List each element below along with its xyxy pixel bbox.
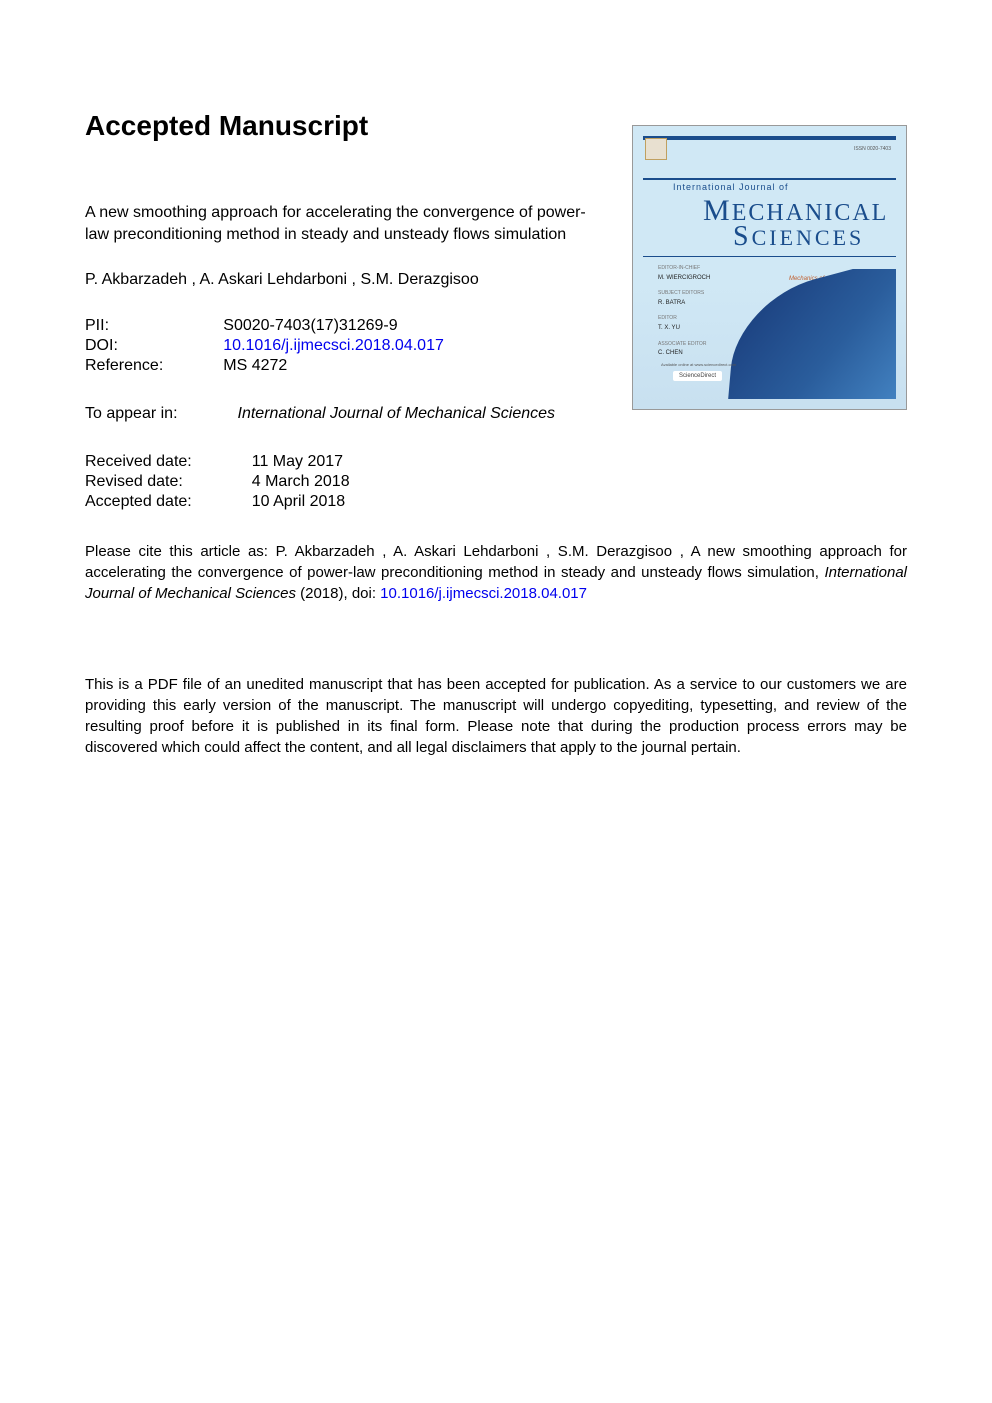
reference-label: Reference: <box>85 357 223 377</box>
cover-divider-1 <box>643 178 896 180</box>
citation-year: (2018), doi: <box>296 585 380 602</box>
metadata-block-3: Received date: 11 May 2017 Revised date:… <box>85 453 350 513</box>
elsevier-logo-icon <box>645 138 667 160</box>
journal-cover-thumbnail: ISSN 0020-7403 International Journal of … <box>632 125 907 410</box>
citation-prefix: Please cite this article as: P. Akbarzad… <box>85 543 907 581</box>
accepted-date-label: Accepted date: <box>85 493 252 513</box>
cover-issn: ISSN 0020-7403 <box>854 146 891 152</box>
citation-doi-link[interactable]: 10.1016/j.ijmecsci.2018.04.017 <box>380 585 587 602</box>
metadata-block-2: To appear in: International Journal of M… <box>85 405 555 425</box>
doi-label: DOI: <box>85 337 223 357</box>
disclaimer-text: This is a PDF file of an unedited manusc… <box>85 674 907 758</box>
cover-international-journal-of: International Journal of <box>673 182 789 192</box>
cover-ciences: CIENCES <box>752 225 865 250</box>
revised-date-label: Revised date: <box>85 473 252 493</box>
received-date-value: 11 May 2017 <box>252 453 350 473</box>
citation-text: Please cite this article as: P. Akbarzad… <box>85 541 907 604</box>
cover-available-online: Available online at www.sciencedirect.co… <box>661 362 736 367</box>
article-title: A new smoothing approach for acceleratin… <box>85 202 605 247</box>
cover-sciences: SCIENCES <box>733 221 864 253</box>
pii-label: PII: <box>85 317 223 337</box>
to-appear-label: To appear in: <box>85 405 238 425</box>
cover-s-letter: S <box>733 221 752 252</box>
sciencedirect-badge: ScienceDirect <box>673 371 722 381</box>
doi-link[interactable]: 10.1016/j.ijmecsci.2018.04.017 <box>223 337 444 357</box>
cover-m-letter: M <box>703 194 732 227</box>
metadata-block-1: PII: S0020-7403(17)31269-9 DOI: 10.1016/… <box>85 317 444 377</box>
received-date-label: Received date: <box>85 453 252 473</box>
swoosh-shape <box>722 269 896 399</box>
accepted-date-value: 10 April 2018 <box>252 493 350 513</box>
to-appear-value: International Journal of Mechanical Scie… <box>238 405 556 425</box>
cover-divider-2 <box>643 256 896 257</box>
pii-value: S0020-7403(17)31269-9 <box>223 317 444 337</box>
reference-value: MS 4272 <box>223 357 444 377</box>
revised-date-value: 4 March 2018 <box>252 473 350 493</box>
cover-top-border <box>643 136 896 140</box>
